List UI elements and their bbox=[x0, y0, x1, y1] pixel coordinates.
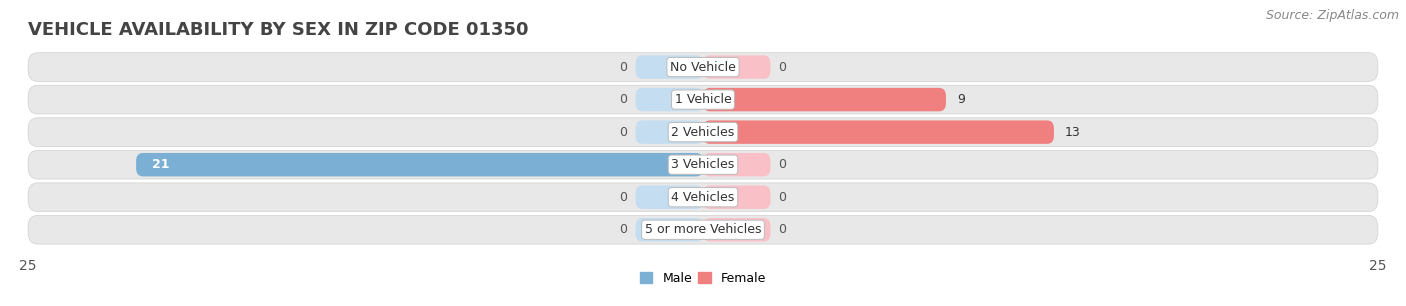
FancyBboxPatch shape bbox=[636, 121, 703, 144]
FancyBboxPatch shape bbox=[636, 218, 703, 241]
Text: 3 Vehicles: 3 Vehicles bbox=[672, 158, 734, 171]
Text: 0: 0 bbox=[620, 61, 627, 73]
Text: 13: 13 bbox=[1064, 126, 1080, 139]
Text: 2 Vehicles: 2 Vehicles bbox=[672, 126, 734, 139]
FancyBboxPatch shape bbox=[28, 53, 1378, 81]
FancyBboxPatch shape bbox=[28, 183, 1378, 211]
FancyBboxPatch shape bbox=[636, 185, 703, 209]
Text: 0: 0 bbox=[779, 223, 786, 236]
Text: 9: 9 bbox=[956, 93, 965, 106]
Text: 4 Vehicles: 4 Vehicles bbox=[672, 191, 734, 204]
Text: 0: 0 bbox=[779, 191, 786, 204]
FancyBboxPatch shape bbox=[636, 55, 703, 79]
Text: 21: 21 bbox=[152, 158, 170, 171]
FancyBboxPatch shape bbox=[28, 215, 1378, 244]
FancyBboxPatch shape bbox=[28, 118, 1378, 147]
Text: No Vehicle: No Vehicle bbox=[671, 61, 735, 73]
FancyBboxPatch shape bbox=[703, 185, 770, 209]
Text: VEHICLE AVAILABILITY BY SEX IN ZIP CODE 01350: VEHICLE AVAILABILITY BY SEX IN ZIP CODE … bbox=[28, 21, 529, 39]
FancyBboxPatch shape bbox=[703, 55, 770, 79]
Text: 5 or more Vehicles: 5 or more Vehicles bbox=[645, 223, 761, 236]
FancyBboxPatch shape bbox=[703, 121, 1054, 144]
Legend: Male, Female: Male, Female bbox=[636, 267, 770, 290]
FancyBboxPatch shape bbox=[136, 153, 703, 176]
Text: 0: 0 bbox=[620, 191, 627, 204]
FancyBboxPatch shape bbox=[703, 88, 946, 111]
Text: 0: 0 bbox=[620, 93, 627, 106]
FancyBboxPatch shape bbox=[703, 218, 770, 241]
Text: 0: 0 bbox=[779, 158, 786, 171]
FancyBboxPatch shape bbox=[28, 85, 1378, 114]
Text: 1 Vehicle: 1 Vehicle bbox=[675, 93, 731, 106]
FancyBboxPatch shape bbox=[28, 150, 1378, 179]
Text: 0: 0 bbox=[620, 126, 627, 139]
Text: Source: ZipAtlas.com: Source: ZipAtlas.com bbox=[1265, 9, 1399, 22]
FancyBboxPatch shape bbox=[636, 88, 703, 111]
Text: 0: 0 bbox=[620, 223, 627, 236]
FancyBboxPatch shape bbox=[703, 153, 770, 176]
Text: 0: 0 bbox=[779, 61, 786, 73]
